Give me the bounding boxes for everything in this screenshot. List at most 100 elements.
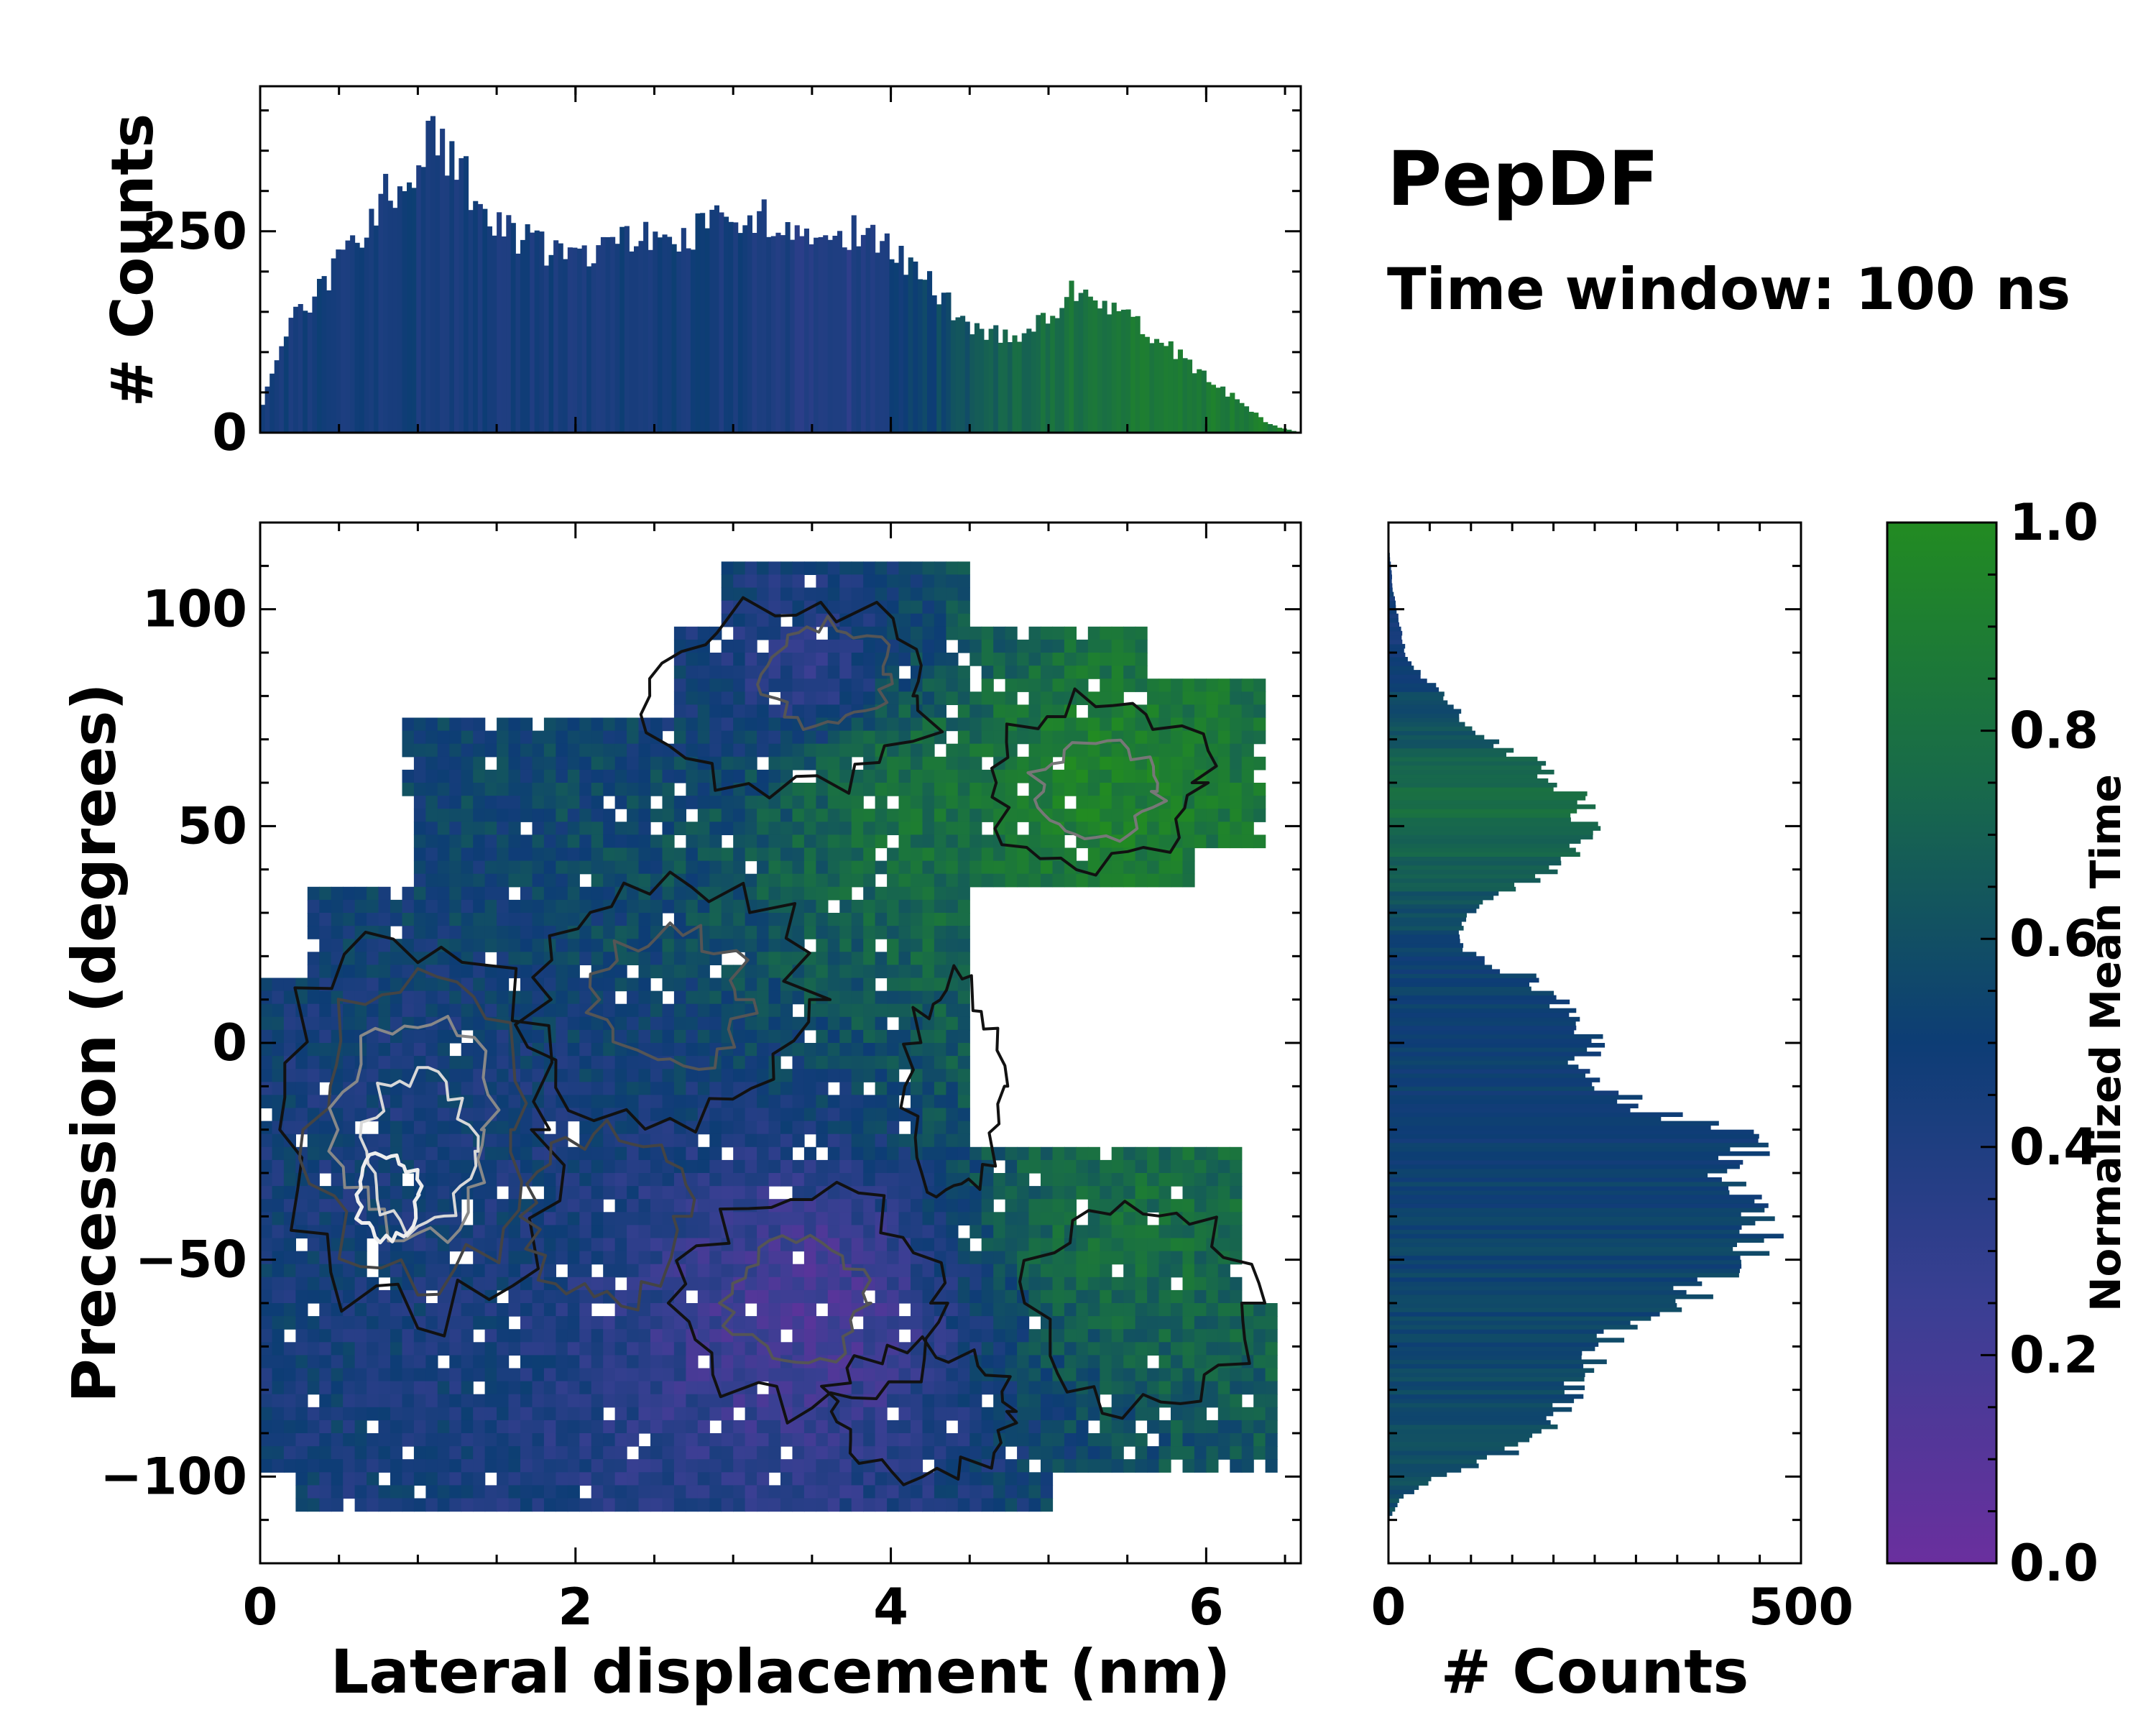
heatmap-cell bbox=[497, 1368, 510, 1382]
heatmap-cell bbox=[803, 613, 816, 627]
heatmap-cell bbox=[863, 1368, 876, 1382]
heatmap-cell bbox=[887, 809, 900, 822]
heatmap-cell bbox=[484, 1485, 497, 1499]
heatmap-cell bbox=[1158, 1446, 1171, 1460]
heatmap-cell bbox=[709, 796, 722, 809]
heatmap-cell bbox=[911, 561, 923, 575]
heatmap-cell bbox=[272, 1225, 285, 1239]
heatmap-cell bbox=[1147, 1159, 1160, 1174]
heatmap-cell bbox=[757, 965, 770, 979]
heatmap-cell bbox=[508, 939, 521, 952]
top-histogram-bar bbox=[638, 241, 644, 433]
heatmap-cell bbox=[1182, 834, 1195, 849]
heatmap-cell bbox=[816, 1289, 829, 1304]
heatmap-cell bbox=[839, 730, 852, 745]
heatmap-cell bbox=[922, 990, 935, 1005]
heatmap-cell bbox=[543, 873, 556, 888]
heatmap-cell bbox=[567, 978, 580, 992]
heatmap-cell bbox=[792, 561, 805, 575]
heatmap-cell bbox=[283, 1016, 296, 1031]
heatmap-cell bbox=[803, 730, 816, 745]
heatmap-cell bbox=[367, 899, 379, 914]
heatmap-cell bbox=[662, 717, 675, 732]
heatmap-cell bbox=[331, 1225, 344, 1239]
heatmap-cell bbox=[378, 1498, 391, 1512]
heatmap-cell bbox=[283, 1289, 296, 1304]
heatmap-cell bbox=[721, 1485, 734, 1499]
heatmap-cell bbox=[390, 1316, 403, 1330]
heatmap-cell bbox=[1253, 1394, 1266, 1408]
heatmap-cell bbox=[591, 756, 604, 770]
heatmap-cell bbox=[425, 809, 438, 822]
heatmap-cell bbox=[1028, 653, 1041, 666]
heatmap-cell bbox=[449, 1407, 462, 1421]
heatmap-cell bbox=[1135, 834, 1148, 849]
heatmap-cell bbox=[745, 1459, 757, 1473]
heatmap-cell bbox=[272, 1238, 285, 1252]
heatmap-cell bbox=[934, 1446, 946, 1460]
heatmap-cell bbox=[957, 847, 970, 862]
heatmap-cell bbox=[390, 1329, 403, 1343]
heatmap-cell bbox=[343, 1043, 356, 1057]
heatmap-cell bbox=[875, 1095, 888, 1109]
heatmap-cell bbox=[556, 1368, 568, 1382]
heatmap-cell bbox=[1017, 1420, 1030, 1434]
heatmap-cell bbox=[898, 1029, 911, 1044]
heatmap-cell bbox=[367, 939, 379, 952]
heatmap-cell bbox=[673, 1108, 686, 1122]
heatmap-cell bbox=[579, 809, 592, 822]
heatmap-cell bbox=[1017, 756, 1030, 770]
heatmap-cell bbox=[875, 1407, 888, 1421]
heatmap-cell bbox=[934, 1159, 946, 1174]
heatmap-cell bbox=[981, 1485, 994, 1499]
heatmap-cell bbox=[957, 1472, 970, 1486]
heatmap-cell bbox=[697, 1459, 710, 1473]
heatmap-cell bbox=[721, 926, 734, 939]
heatmap-cell bbox=[367, 1069, 379, 1082]
heatmap-cell bbox=[1005, 1498, 1018, 1512]
heatmap-cell bbox=[816, 1459, 829, 1473]
heatmap-cell bbox=[1087, 1173, 1100, 1187]
heatmap-cell bbox=[1111, 1342, 1124, 1356]
heatmap-cell bbox=[567, 809, 580, 822]
heatmap-cell bbox=[911, 756, 923, 770]
heatmap-cell bbox=[1041, 860, 1054, 875]
heatmap-cell bbox=[1005, 1289, 1018, 1304]
heatmap-cell bbox=[1017, 1368, 1030, 1382]
heatmap-cell bbox=[638, 1003, 651, 1018]
heatmap-cell bbox=[1171, 1381, 1184, 1395]
heatmap-cell bbox=[721, 1082, 734, 1095]
heatmap-cell bbox=[1111, 704, 1124, 719]
heatmap-cell bbox=[473, 1459, 486, 1473]
heatmap-cell bbox=[1206, 717, 1219, 732]
heatmap-cell bbox=[579, 1355, 592, 1369]
heatmap-cell bbox=[673, 1446, 686, 1460]
heatmap-cell bbox=[709, 1407, 722, 1421]
heatmap-cell bbox=[473, 822, 486, 835]
heatmap-cell bbox=[1041, 1146, 1054, 1161]
heatmap-cell bbox=[343, 1433, 356, 1447]
heatmap-cell bbox=[697, 1173, 710, 1187]
heatmap-cell bbox=[803, 1225, 816, 1239]
heatmap-cell bbox=[508, 796, 521, 809]
heatmap-cell bbox=[922, 1069, 935, 1082]
heatmap-cell bbox=[946, 886, 959, 901]
heatmap-cell bbox=[1087, 1159, 1100, 1174]
heatmap-cell bbox=[662, 796, 675, 809]
heatmap-cell bbox=[922, 1498, 935, 1512]
heatmap-cell bbox=[803, 1276, 816, 1291]
heatmap-cell bbox=[898, 1186, 911, 1200]
heatmap-cell bbox=[591, 978, 604, 992]
heatmap-cell bbox=[614, 1394, 627, 1408]
heatmap-cell bbox=[354, 1472, 367, 1486]
heatmap-cell bbox=[757, 1316, 770, 1330]
heatmap-cell bbox=[1194, 1238, 1207, 1252]
heatmap-cell bbox=[1230, 691, 1243, 705]
heatmap-cell bbox=[508, 1459, 521, 1473]
heatmap-cell bbox=[816, 913, 829, 926]
heatmap-cell bbox=[697, 1381, 710, 1395]
heatmap-cell bbox=[1206, 691, 1219, 705]
heatmap-cell bbox=[922, 1082, 935, 1095]
heatmap-cell bbox=[638, 1212, 651, 1225]
top-histogram-bar bbox=[946, 292, 952, 433]
